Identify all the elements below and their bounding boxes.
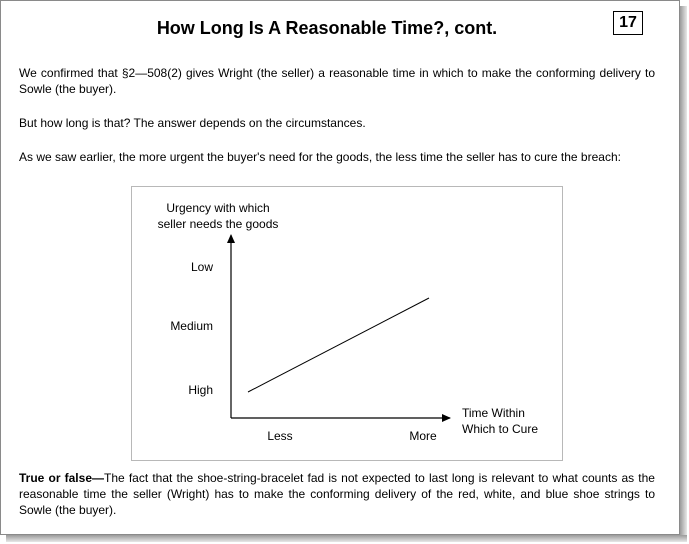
y-tick-medium: Medium xyxy=(170,319,213,333)
x-tick-less: Less xyxy=(267,429,292,443)
slide-title: How Long Is A Reasonable Time?, cont. xyxy=(156,18,498,38)
chart-svg: Urgency with which seller needs the good… xyxy=(158,201,539,443)
x-tick-more: More xyxy=(409,429,437,443)
true-false-question: The fact that the shoe-string-bracelet f… xyxy=(19,471,655,517)
paragraph-intro: We confirmed that §2—508(2) gives Wright… xyxy=(19,66,655,96)
x-axis-label-line1: Time Within xyxy=(462,406,525,420)
paragraph-urgency: As we saw earlier, the more urgent the b… xyxy=(19,150,621,164)
y-tick-low: Low xyxy=(191,260,213,274)
paragraph-question: But how long is that? The answer depends… xyxy=(19,116,366,130)
slide: How Long Is A Reasonable Time?, cont. 17… xyxy=(0,0,680,535)
series-line xyxy=(247,297,430,393)
y-axis-label-line1: Urgency with which xyxy=(166,201,269,215)
true-false-lead: True or false xyxy=(19,471,92,485)
y-tick-high: High xyxy=(188,383,213,397)
urgency-chart: Urgency with which seller needs the good… xyxy=(131,186,563,461)
y-axis-label-line2: seller needs the goods xyxy=(158,217,279,231)
slide-shadow-bottom xyxy=(6,535,687,542)
x-axis-label-line2: Which to Cure xyxy=(462,422,538,436)
slide-shadow-right xyxy=(680,6,687,542)
paragraph-true-false: True or false—The fact that the shoe-str… xyxy=(19,470,655,518)
true-false-dash: — xyxy=(92,471,104,485)
page-number: 17 xyxy=(613,11,643,35)
